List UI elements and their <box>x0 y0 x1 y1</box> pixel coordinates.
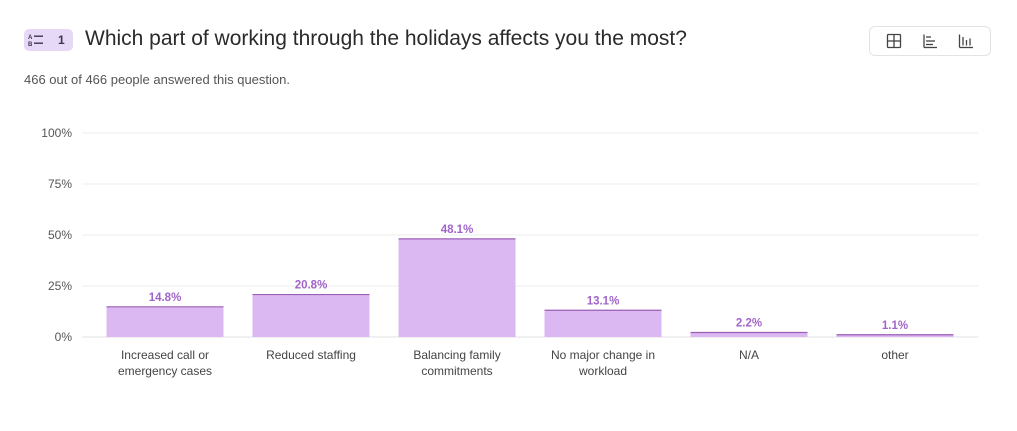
svg-text:A: A <box>28 35 33 41</box>
x-tick-label: N/A <box>739 348 759 362</box>
vertical-bar-chart-icon <box>958 34 973 49</box>
horizontal-bar-chart-icon <box>923 34 937 49</box>
response-summary: 466 out of 466 people answered this ques… <box>24 72 290 87</box>
y-tick-label: 75% <box>48 177 72 191</box>
bar <box>398 238 516 337</box>
bar <box>690 332 808 337</box>
x-tick-label: workload <box>578 364 627 378</box>
chart-view-switch <box>869 26 991 56</box>
bar <box>106 306 224 337</box>
data-label: 20.8% <box>295 280 328 292</box>
data-label: 2.2% <box>736 318 762 330</box>
multiple-choice-icon: A B <box>27 30 47 50</box>
question-title: Which part of working through the holida… <box>85 27 687 50</box>
bar <box>544 310 662 337</box>
table-view-button[interactable] <box>881 28 907 54</box>
x-tick-label: commitments <box>421 364 492 378</box>
data-label: 13.1% <box>587 295 620 307</box>
x-tick-label: emergency cases <box>118 364 212 378</box>
vertical-bar-view-button[interactable] <box>953 28 979 54</box>
data-label: 1.1% <box>882 320 908 332</box>
question-number: 1 <box>58 33 65 47</box>
svg-text:B: B <box>28 42 33 47</box>
x-tick-label: Balancing family <box>413 348 500 362</box>
table-icon <box>886 33 902 49</box>
y-tick-label: 100% <box>41 126 72 140</box>
bar <box>252 294 370 337</box>
data-label: 48.1% <box>441 224 474 236</box>
y-tick-label: 25% <box>48 279 72 293</box>
bar <box>836 334 954 337</box>
x-tick-label: Increased call or <box>121 348 209 362</box>
horizontal-bar-view-button[interactable] <box>917 28 943 54</box>
question-badge: A B 1 <box>24 29 73 51</box>
x-tick-label: other <box>881 348 908 362</box>
y-tick-label: 0% <box>55 330 73 344</box>
x-tick-label: No major change in <box>551 348 655 362</box>
data-label: 14.8% <box>149 292 182 304</box>
x-tick-label: Reduced staffing <box>266 348 356 362</box>
y-tick-label: 50% <box>48 228 72 242</box>
